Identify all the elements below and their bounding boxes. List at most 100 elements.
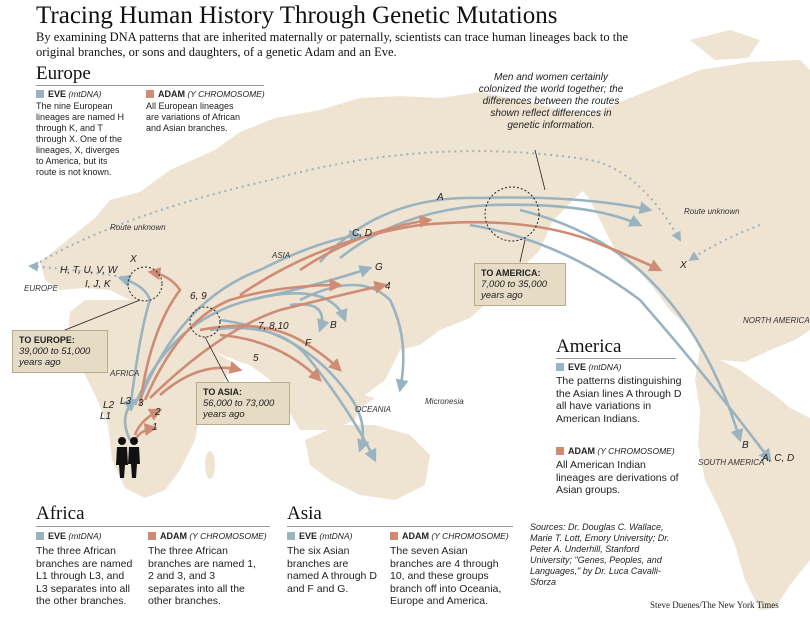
asia-divider <box>287 526 513 527</box>
map-label-oceania: OCEANIA <box>355 405 391 414</box>
africa-eve-legend: EVE (mtDNA) <box>36 531 101 541</box>
lineage-label-4: 4 <box>385 281 391 292</box>
eve-route-oceania2 <box>219 318 370 453</box>
map-label-route-unknown-left: Route unknown <box>110 223 166 232</box>
eve-swatch-icon <box>287 532 295 540</box>
page-title: Tracing Human History Through Genetic Mu… <box>36 2 558 29</box>
couple-silhouette-icon <box>116 437 140 478</box>
lineage-label-b-asia: B <box>330 320 337 331</box>
europe-heading: Europe <box>36 63 91 84</box>
africa-adam-legend: ADAM (Y CHROMOSOME) <box>148 531 267 541</box>
to-asia-callout: TO ASIA: 56,000 to 73,000 years ago <box>196 382 290 425</box>
adam-route-7810 <box>199 324 342 372</box>
asia-eve-text: The six Asian branches are named A throu… <box>287 545 377 595</box>
adam-route-to-asia-69 <box>143 278 343 401</box>
sources-note: Sources: Dr. Douglas C. Wallace, Marie T… <box>530 522 670 587</box>
adam-route-oceania <box>219 333 322 382</box>
america-callout-leader <box>519 239 526 263</box>
america-eve-legend: EVE (mtDNA) <box>556 362 621 372</box>
explanatory-quote: Men and women certainly colonized the wo… <box>478 72 624 131</box>
adam-swatch-icon <box>146 90 154 98</box>
europe-adam-text: All European lineages are variations of … <box>146 101 241 133</box>
south-america-landmass <box>695 350 810 610</box>
north-america-landmass <box>560 60 810 362</box>
map-label-south-america: SOUTH AMERICA <box>698 458 764 467</box>
adam-route-north <box>239 220 663 297</box>
japan-landmass <box>455 290 480 318</box>
eve-swatch-icon <box>36 90 44 98</box>
lineage-label-x-america: X <box>679 260 687 271</box>
africa-eve-text: The three African branches are named L1 … <box>36 545 133 607</box>
europe-divider <box>36 85 264 86</box>
eve-route-to-europe <box>117 274 152 411</box>
lineage-label-5: 5 <box>253 353 259 364</box>
america-origin-circle <box>484 186 540 242</box>
america-divider <box>556 358 676 359</box>
eve-route-oceania <box>209 326 377 463</box>
africa-divider <box>36 526 270 527</box>
europe-callout-leader <box>59 299 141 333</box>
asia-heading: Asia <box>287 503 322 524</box>
lineage-label-b-america: B <box>742 440 749 451</box>
landmasses <box>40 30 810 610</box>
asia-eve-legend: EVE (mtDNA) <box>287 531 352 541</box>
route-unknown-dotted-europe <box>39 150 681 263</box>
greenland-landmass <box>690 30 760 60</box>
eve-route-a-north <box>319 196 653 263</box>
africa-heading: Africa <box>36 503 85 524</box>
europe-adam-legend: ADAM (Y CHROMOSOME) <box>146 89 265 99</box>
lineage-label-2: 2 <box>154 407 161 418</box>
lineage-label-l3: L3 <box>120 396 132 407</box>
africa-landmass <box>68 300 232 498</box>
lineage-label-g: G <box>375 262 383 273</box>
adam-swatch-icon <box>390 532 398 540</box>
asia-callout-leader <box>204 336 231 386</box>
route-unknown-dotted-west <box>28 261 129 279</box>
lineage-label-3: 3 <box>138 398 144 409</box>
lineage-label-x-europe: X <box>129 254 137 265</box>
adam-swatch-icon <box>148 532 156 540</box>
map-label-route-unknown-right: Route unknown <box>684 207 740 216</box>
eve-route-america-a <box>519 208 744 443</box>
lineage-label-a: A <box>436 192 444 203</box>
eve-route-to-cd <box>138 229 363 401</box>
adam-route-to-europe <box>138 267 182 406</box>
to-europe-callout: TO EUROPE: 39,000 to 51,000 years ago <box>12 330 108 373</box>
map-label-africa: AFRICA <box>109 369 139 378</box>
adam-route-north2 <box>299 215 433 272</box>
america-eve-text: The patterns distinguishing the Asian li… <box>556 375 682 425</box>
to-america-callout: TO AMERICA: 7,000 to 35,000 years ago <box>474 263 566 306</box>
lineage-label-7810: 7, 8,10 <box>258 321 289 332</box>
adam-route-5 <box>159 361 243 396</box>
map-label-europe: EUROPE <box>24 284 58 293</box>
asia-adam-text: The seven Asian branches are 4 through 1… <box>390 545 502 607</box>
lineage-label-1: 1 <box>152 422 158 433</box>
eve-route-america-b <box>469 223 772 463</box>
map-label-micronesia: Micronesia <box>425 397 464 406</box>
route-unknown-dotted-america <box>688 224 761 262</box>
map-label-north-america: NORTH AMERICA <box>743 316 810 325</box>
asia-adam-legend: ADAM (Y CHROMOSOME) <box>390 531 509 541</box>
eve-route-f <box>289 302 330 333</box>
scandinavia-landmass <box>150 158 212 215</box>
europe-eve-legend: EVE (mtDNA) <box>36 89 101 99</box>
eve-swatch-icon <box>36 532 44 540</box>
america-adam-legend: ADAM (Y CHROMOSOME) <box>556 446 675 456</box>
eve-swatch-icon <box>556 363 564 371</box>
lineage-label-acd-america: A, C, D <box>761 453 794 464</box>
map-label-asia: ASIA <box>271 251 290 260</box>
lineage-label-europe-row2: I, J, K <box>85 279 112 290</box>
america-heading: America <box>556 336 622 357</box>
lineage-label-l2: L2 <box>103 400 115 411</box>
adam-swatch-icon <box>556 447 564 455</box>
madagascar-landmass <box>205 451 215 479</box>
quote-leader <box>534 149 546 191</box>
lineage-label-l1: L1 <box>100 411 111 422</box>
europe-eve-text: The nine European lineages are named H t… <box>36 101 125 177</box>
page-subtitle: By examining DNA patterns that are inher… <box>36 30 629 59</box>
lineage-label-f: F <box>305 338 312 349</box>
eve-route-l <box>122 398 137 441</box>
australia-landmass <box>305 425 430 500</box>
